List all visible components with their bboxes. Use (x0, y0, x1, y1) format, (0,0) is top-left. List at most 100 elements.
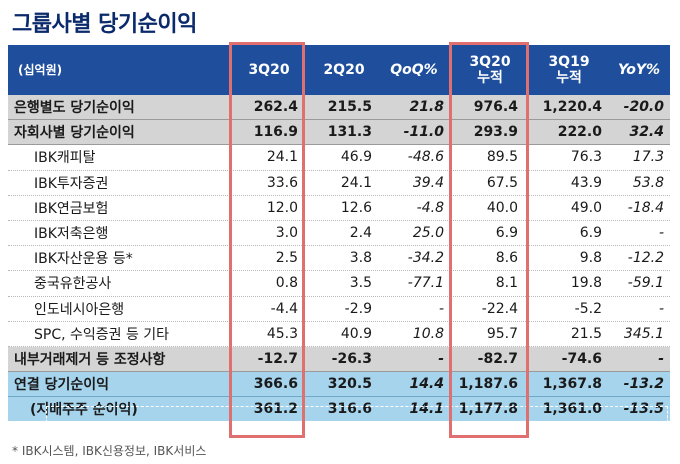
cell-value: -13.2 (623, 376, 664, 393)
table-row: IBK캐피탈 24.1 46.9 -48.6 89.5 76.3 17.3 (8, 145, 670, 171)
cell-value: 53.8 (632, 174, 664, 191)
table-row: 내부거래제거 등 조정사항 -12.7 -26.3 - -82.7 -74.6 … (8, 346, 670, 373)
row-label: 은행별도 당기순이익 (14, 100, 135, 117)
cell-value: 976.4 (473, 99, 518, 116)
cell-value: -12.2 (627, 250, 664, 267)
cell-value: 262.4 (253, 99, 298, 116)
cell-value: 14.4 (409, 376, 444, 393)
cell-value: -12.7 (257, 350, 298, 367)
col-header-3q20-cumulative: 3Q20 누적 (469, 54, 511, 86)
cell-value: 95.7 (486, 325, 518, 342)
cell-value: 361.2 (253, 401, 298, 418)
cell-value: -77.1 (407, 275, 444, 292)
cell-value: - (438, 300, 444, 317)
cell-value: - (658, 350, 664, 367)
cell-value: 33.6 (266, 174, 298, 191)
cell-value: 40.0 (486, 199, 518, 216)
cell-value: 24.1 (340, 174, 372, 191)
cell-value: 293.9 (473, 124, 518, 141)
cell-value: 49.0 (570, 199, 602, 216)
cell-value: 21.5 (570, 325, 602, 342)
cell-value: 222.0 (557, 124, 602, 141)
row-label: 연결 당기순이익 (14, 377, 110, 394)
row-label: IBK연금보험 (34, 200, 109, 217)
cell-value: 32.4 (629, 124, 664, 141)
cell-value: 2.5 (275, 250, 298, 267)
col-header-yoy: YoY% (617, 62, 661, 78)
cell-value: 89.5 (486, 149, 518, 166)
cell-value: 19.8 (570, 275, 602, 292)
col-header-qoq: QoQ% (390, 62, 438, 78)
cell-value: 17.3 (632, 149, 664, 166)
cell-value: 366.6 (253, 376, 298, 393)
cell-value: -2.9 (344, 300, 372, 317)
row-label: IBK투자증권 (34, 175, 109, 192)
earnings-table: (십억원) 3Q20 2Q20 QoQ% 3Q20 누적 3Q19 누적 YoY% … (8, 45, 670, 422)
cell-value: - (658, 300, 664, 317)
cell-value: 131.3 (327, 124, 372, 141)
cell-value: 6.9 (495, 225, 518, 242)
cell-value: -4.4 (270, 300, 298, 317)
table-row: (지배주주 순이익) 361.2 316.6 14.1 1,177.8 1,36… (8, 397, 670, 422)
cell-value: -59.1 (627, 275, 664, 292)
cell-value: 46.9 (340, 149, 372, 166)
cell-value: 43.9 (570, 174, 602, 191)
table-header: (십억원) 3Q20 2Q20 QoQ% 3Q20 누적 3Q19 누적 YoY% (8, 45, 670, 95)
cell-value: 21.8 (409, 99, 444, 116)
cell-value: 3.0 (275, 225, 298, 242)
cell-value: -26.3 (331, 350, 372, 367)
cell-value: 3.5 (349, 275, 372, 292)
cell-value: -4.8 (416, 199, 444, 216)
cell-value: 215.5 (327, 99, 372, 116)
cell-value: -74.6 (561, 350, 602, 367)
cell-value: 9.8 (579, 250, 602, 267)
cell-value: -11.0 (403, 124, 444, 141)
cell-value: 67.5 (486, 174, 518, 191)
cell-value: 39.4 (412, 174, 444, 191)
cell-value: 76.3 (570, 149, 602, 166)
cell-value: 24.1 (266, 149, 298, 166)
cell-value: 3.8 (349, 250, 372, 267)
table-row: IBK저축은행 3.0 2.4 25.0 6.9 6.9 - (8, 221, 670, 247)
cell-value: 320.5 (327, 376, 372, 393)
cell-value: 2.4 (349, 225, 372, 242)
cell-value: 116.9 (253, 124, 298, 141)
cell-value: 1,177.8 (458, 401, 518, 418)
table-row: 중국유한공사 0.8 3.5 -77.1 8.1 19.8 -59.1 (8, 271, 670, 297)
cell-value: 40.9 (340, 325, 372, 342)
cell-value: -22.4 (481, 300, 518, 317)
col-header-3q19-cumulative: 3Q19 누적 (548, 54, 590, 86)
row-label: 자회사별 당기순이익 (14, 125, 135, 142)
cell-value: -20.0 (623, 99, 664, 116)
cell-value: - (438, 350, 444, 367)
table-row: IBK투자증권 33.6 24.1 39.4 67.5 43.9 53.8 (8, 171, 670, 196)
cell-value: 25.0 (412, 225, 444, 242)
row-label: 내부거래제거 등 조정사항 (14, 351, 166, 368)
row-label: IBK캐피탈 (34, 150, 96, 167)
cell-value: -18.4 (627, 199, 664, 216)
table-row: 연결 당기순이익 366.6 320.5 14.4 1,187.6 1,367.… (8, 372, 670, 398)
cell-value: 316.6 (327, 401, 372, 418)
cell-value: 8.1 (495, 275, 518, 292)
col-header-2q20: 2Q20 (323, 62, 365, 78)
row-label: 중국유한공사 (34, 276, 112, 293)
cell-value: - (658, 225, 664, 242)
cell-value: -48.6 (407, 149, 444, 166)
page-title: 그룹사별 당기순이익 (12, 12, 197, 37)
table-row: IBK연금보험 12.0 12.6 -4.8 40.0 49.0 -18.4 (8, 196, 670, 221)
row-label: SPC, 수익증권 등 기타 (34, 326, 170, 343)
cell-value: 1,220.4 (542, 99, 602, 116)
cell-value: 12.6 (340, 199, 372, 216)
cell-value: -82.7 (477, 350, 518, 367)
cell-value: -13.5 (623, 401, 664, 418)
cell-value: -34.2 (407, 250, 444, 267)
table-row: IBK자산운용 등* 2.5 3.8 -34.2 8.6 9.8 -12.2 (8, 246, 670, 272)
cell-value: 1,187.6 (458, 376, 518, 393)
cell-value: 1,367.8 (542, 376, 602, 393)
row-label: IBK저축은행 (34, 226, 109, 243)
table-row: 은행별도 당기순이익 262.4 215.5 21.8 976.4 1,220.… (8, 95, 670, 121)
cell-value: 8.6 (495, 250, 518, 267)
row-label: IBK자산운용 등* (34, 251, 133, 268)
cell-value: 45.3 (266, 325, 298, 342)
unit-label: (십억원) (18, 63, 63, 77)
